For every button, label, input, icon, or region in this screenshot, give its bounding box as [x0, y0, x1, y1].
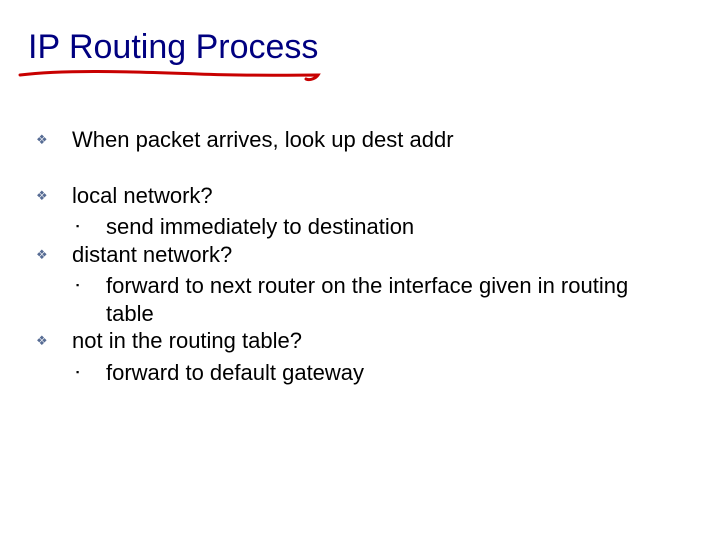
bullet-item: ❖ not in the routing table?: [36, 327, 676, 355]
diamond-bullet-icon: ❖: [36, 241, 72, 263]
sub-bullet-item: ▪ send immediately to destination: [76, 213, 676, 241]
bullet-text: not in the routing table?: [72, 327, 676, 355]
bullet-text: forward to default gateway: [106, 359, 676, 387]
slide-body: ❖ When packet arrives, look up dest addr…: [36, 126, 676, 386]
spacer: [36, 158, 676, 182]
square-bullet-icon: ▪: [76, 213, 106, 232]
diamond-bullet-icon: ❖: [36, 327, 72, 349]
bullet-text: When packet arrives, look up dest addr: [72, 126, 676, 154]
title-underline: [18, 66, 323, 86]
bullet-text: forward to next router on the interface …: [106, 272, 676, 327]
bullet-item: ❖ local network?: [36, 182, 676, 210]
square-bullet-icon: ▪: [76, 359, 106, 378]
diamond-bullet-icon: ❖: [36, 126, 72, 148]
underline-path: [20, 71, 318, 79]
bullet-text: distant network?: [72, 241, 676, 269]
sub-bullet-item: ▪ forward to default gateway: [76, 359, 676, 387]
bullet-text: send immediately to destination: [106, 213, 676, 241]
diamond-bullet-icon: ❖: [36, 182, 72, 204]
bullet-item: ❖ distant network?: [36, 241, 676, 269]
slide: IP Routing Process ❖ When packet arrives…: [0, 0, 720, 540]
sub-bullet-item: ▪ forward to next router on the interfac…: [76, 272, 676, 327]
bullet-text: local network?: [72, 182, 676, 210]
square-bullet-icon: ▪: [76, 272, 106, 291]
bullet-item: ❖ When packet arrives, look up dest addr: [36, 126, 676, 154]
slide-title: IP Routing Process: [28, 28, 692, 67]
